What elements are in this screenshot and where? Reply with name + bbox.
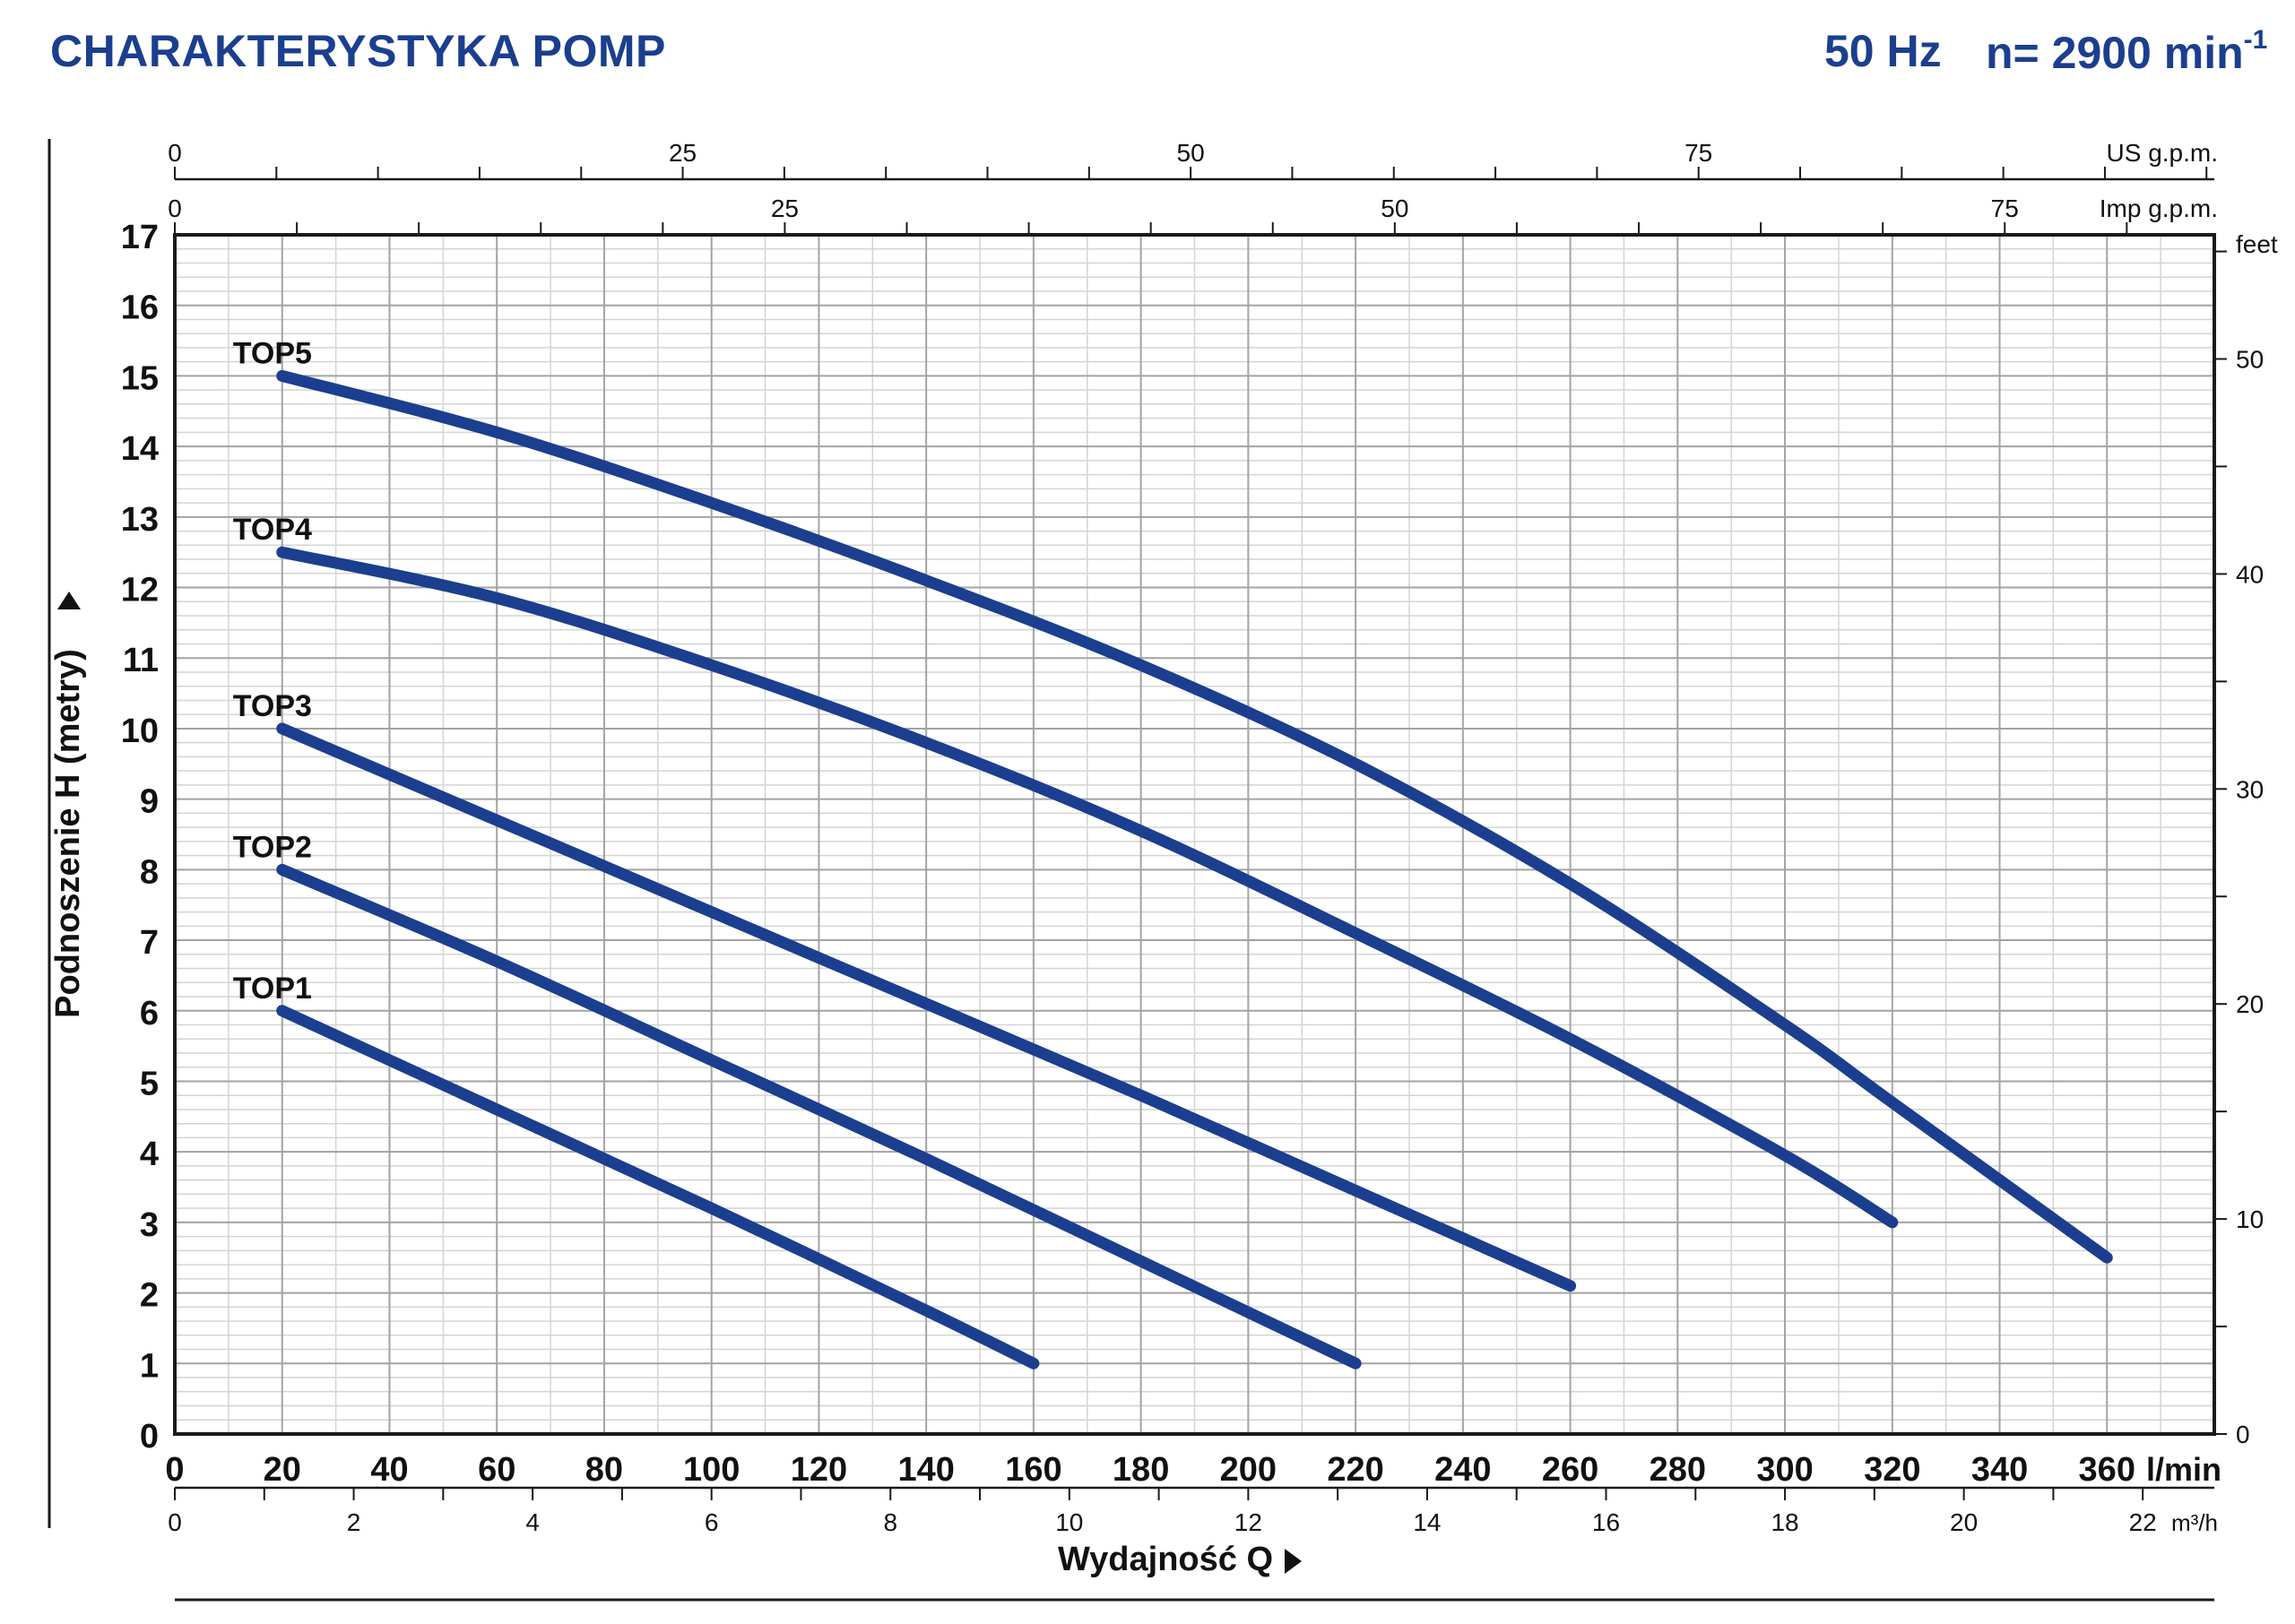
y-tick-label: 11 bbox=[123, 642, 159, 679]
imp-gpm-tick-label: 75 bbox=[1991, 194, 2019, 222]
x-tick-label: 180 bbox=[1113, 1451, 1169, 1489]
x-tick-label: 120 bbox=[791, 1451, 847, 1489]
chart-grid bbox=[174, 234, 2214, 1435]
x-tick-label: 300 bbox=[1756, 1451, 1813, 1489]
y-tick-label: 8 bbox=[140, 853, 159, 891]
x-tick-label: 240 bbox=[1434, 1451, 1491, 1489]
speed-value: n= 2900 min bbox=[1986, 28, 2244, 78]
feet-tick-label: 30 bbox=[2236, 775, 2264, 803]
plot-frame bbox=[173, 233, 2216, 1436]
series-top4-curve bbox=[276, 546, 1899, 1229]
m3h-tick-label: 0 bbox=[168, 1508, 182, 1536]
x-tick-label: 200 bbox=[1220, 1451, 1277, 1489]
imp-gpm-tick-label: 25 bbox=[771, 194, 799, 222]
m3h-unit-label: m³/h bbox=[2171, 1509, 2218, 1536]
us-gpm-tick-label: 75 bbox=[1684, 139, 1712, 167]
x-tick-label: 140 bbox=[897, 1451, 954, 1489]
y-tick-label: 6 bbox=[140, 995, 159, 1032]
y-axis-arrow-icon bbox=[57, 592, 81, 609]
m3h-tick-label: 22 bbox=[2129, 1508, 2157, 1536]
y-tick-label: 1 bbox=[140, 1347, 159, 1385]
y-tick-label: 9 bbox=[140, 783, 159, 821]
x-tick-label: 280 bbox=[1650, 1451, 1706, 1489]
y-tick-label: 14 bbox=[121, 430, 159, 468]
x-tick-label: 320 bbox=[1864, 1451, 1920, 1489]
x-tick-label: 0 bbox=[165, 1451, 184, 1489]
feet-unit-label: feet bbox=[2236, 230, 2278, 258]
y-tick-label: 15 bbox=[121, 359, 159, 397]
series-top3-curve bbox=[276, 722, 1577, 1292]
m3h-tick-label: 16 bbox=[1592, 1508, 1620, 1536]
y-tick-label: 5 bbox=[140, 1065, 159, 1102]
imp-gpm-tick-label: 0 bbox=[168, 194, 182, 222]
m3h-tick-label: 6 bbox=[705, 1508, 719, 1536]
series-top2-curve bbox=[276, 863, 1362, 1369]
us-gpm-tick-label: 25 bbox=[669, 139, 697, 167]
y-tick-label: 10 bbox=[121, 713, 159, 750]
x-tick-label: 100 bbox=[683, 1451, 740, 1489]
x-tick-label: 340 bbox=[1971, 1451, 2028, 1489]
us-gpm-unit-label: US g.p.m. bbox=[2107, 139, 2218, 167]
feet-tick-label: 10 bbox=[2236, 1205, 2264, 1233]
x-tick-label: 80 bbox=[585, 1451, 623, 1489]
us-gpm-tick-label: 0 bbox=[168, 139, 182, 167]
m3h-tick-label: 10 bbox=[1055, 1508, 1083, 1536]
page-title: CHARAKTERYSTYKA POMP bbox=[50, 26, 666, 76]
imp-gpm-unit-label: Imp g.p.m. bbox=[2100, 194, 2218, 222]
y-tick-label: 2 bbox=[140, 1277, 159, 1315]
chart-axes bbox=[48, 139, 2227, 1602]
m3h-tick-label: 4 bbox=[525, 1508, 540, 1536]
feet-tick-label: 20 bbox=[2236, 990, 2264, 1018]
y-tick-label: 0 bbox=[140, 1418, 159, 1456]
y-tick-label: 13 bbox=[121, 501, 159, 539]
frequency-label: 50 Hz bbox=[1824, 26, 1942, 76]
y-tick-label: 4 bbox=[140, 1136, 159, 1173]
m3h-tick-label: 18 bbox=[1771, 1508, 1798, 1536]
m3h-tick-label: 14 bbox=[1413, 1508, 1441, 1536]
series-top1-curve bbox=[276, 1005, 1040, 1369]
m3h-tick-label: 8 bbox=[883, 1508, 897, 1536]
x-tick-label: 220 bbox=[1327, 1451, 1383, 1489]
imp-gpm-tick-label: 50 bbox=[1381, 194, 1408, 222]
y-axis-title: Podnoszenie H (metry) bbox=[49, 649, 87, 1018]
series-top1-label: TOP1 bbox=[233, 972, 312, 1006]
x-tick-label: 60 bbox=[478, 1451, 515, 1489]
x-tick-label: 20 bbox=[264, 1451, 301, 1489]
x-tick-label: 40 bbox=[370, 1451, 408, 1489]
feet-tick-label: 0 bbox=[2236, 1421, 2250, 1448]
feet-tick-label: 50 bbox=[2236, 346, 2264, 374]
x-axis-title: Wydajność Q bbox=[1058, 1541, 1273, 1578]
x-tick-label: 260 bbox=[1542, 1451, 1598, 1489]
feet-tick-label: 40 bbox=[2236, 560, 2264, 588]
us-gpm-tick-label: 50 bbox=[1177, 139, 1205, 167]
y-tick-label: 17 bbox=[121, 219, 159, 256]
series-top3-label: TOP3 bbox=[233, 689, 312, 723]
x-tick-label: 160 bbox=[1005, 1451, 1061, 1489]
speed-exponent: -1 bbox=[2243, 25, 2268, 55]
m3h-tick-label: 2 bbox=[347, 1508, 361, 1536]
y-tick-label: 7 bbox=[140, 924, 159, 962]
x-unit-label: l/min bbox=[2146, 1451, 2221, 1488]
m3h-tick-label: 12 bbox=[1234, 1508, 1262, 1536]
x-tick-label: 360 bbox=[2079, 1451, 2135, 1489]
m3h-tick-label: 20 bbox=[1950, 1508, 1978, 1536]
series-top4-label: TOP4 bbox=[233, 513, 312, 547]
speed-label: n= 2900 min-1 bbox=[1986, 25, 2267, 79]
y-tick-label: 16 bbox=[121, 289, 159, 327]
x-axis-arrow-icon bbox=[1285, 1549, 1302, 1574]
series-top2-label: TOP2 bbox=[233, 830, 312, 864]
series-top5-label: TOP5 bbox=[233, 336, 312, 370]
y-tick-label: 3 bbox=[140, 1206, 159, 1244]
y-tick-label: 12 bbox=[121, 572, 159, 609]
series-top5-curve bbox=[276, 369, 2113, 1264]
chart-curves bbox=[276, 369, 2113, 1369]
